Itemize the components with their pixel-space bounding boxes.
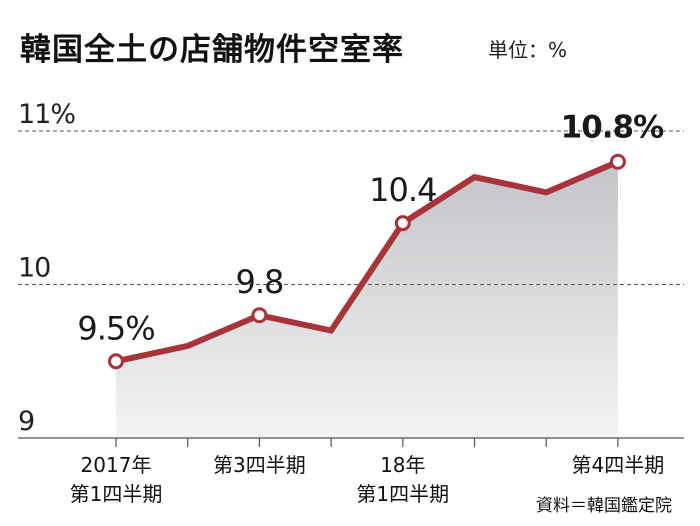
data-label: 10.4 <box>369 171 436 209</box>
y-tick-label: 11% <box>18 99 75 130</box>
x-tick-label: 2017年 第1四半期 <box>69 453 163 506</box>
x-tick-label: 18年 第1四半期 <box>356 453 450 506</box>
data-point <box>251 307 268 324</box>
data-point <box>609 153 626 170</box>
y-tick-label: 10 <box>18 253 50 284</box>
data-point <box>394 215 411 232</box>
series-line <box>115 158 620 365</box>
unit-label: 単位：% <box>488 38 568 62</box>
area-fill <box>116 161 618 438</box>
data-label: 9.5% <box>77 309 154 347</box>
data-point <box>108 353 124 370</box>
data-label: 9.8 <box>235 263 283 301</box>
x-tick-label: 第4四半期 <box>571 453 665 477</box>
y-tick-label: 9 <box>18 406 34 437</box>
chart-title: 韓国全土の店舗物件空室率 <box>20 32 404 68</box>
source-note: 資料＝韓国鑑定院 <box>536 496 672 516</box>
x-tick-label: 第3四半期 <box>213 453 306 477</box>
data-label: 10.8% <box>561 110 664 146</box>
